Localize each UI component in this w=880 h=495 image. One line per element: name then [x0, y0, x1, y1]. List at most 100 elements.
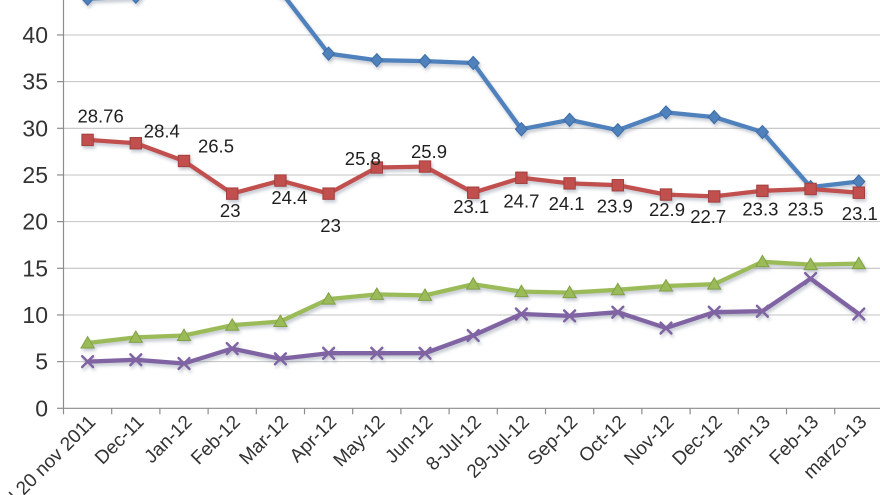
data-label: 25.8	[345, 148, 381, 169]
y-axis-label: 10	[22, 302, 48, 328]
series-green-line	[85, 259, 861, 346]
data-point-x	[177, 356, 191, 371]
data-point-x	[707, 305, 721, 319]
data-point-triangle	[224, 317, 240, 331]
data-point-x	[225, 341, 239, 356]
y-axis-label: 20	[22, 209, 48, 235]
data-point-square	[129, 137, 143, 150]
data-point-x	[466, 328, 480, 343]
x-axis-label: Feb-12	[187, 412, 244, 469]
y-axis-label: 40	[22, 22, 48, 48]
series-purple-line	[85, 276, 861, 366]
x-axis-label: EN 20 nov 2011	[0, 412, 100, 495]
data-label: 23	[220, 200, 241, 221]
data-point-triangle	[128, 329, 144, 343]
data-label: 23.1	[453, 196, 489, 217]
data-label: 23.5	[788, 199, 824, 220]
data-point-x	[755, 304, 770, 318]
data-point-diamond	[82, 0, 93, 6]
data-point-x	[321, 346, 336, 360]
x-axis-labels: EN 20 nov 2011Dec-11Jan-12Feb-12Mar-12Ap…	[0, 412, 871, 495]
data-point-square	[274, 174, 287, 187]
data-point-diamond	[611, 122, 625, 138]
data-point-square	[611, 179, 624, 192]
data-point-triangle	[369, 287, 385, 300]
data-label: 24.7	[503, 190, 539, 211]
data-point-x	[803, 271, 818, 286]
data-point-diamond	[707, 109, 721, 125]
data-label: 22.9	[649, 199, 685, 220]
x-axis-label: May-12	[330, 412, 390, 472]
series-purple	[80, 271, 866, 371]
data-point-diamond	[852, 174, 866, 189]
x-axis-label: Mar-12	[236, 412, 293, 469]
data-point-x	[80, 354, 95, 369]
y-gridlines	[63, 34, 880, 363]
data-point-square	[177, 154, 191, 168]
data-point-diamond	[321, 46, 336, 61]
data-point-diamond	[562, 112, 577, 128]
axes: 0 5 10 15 20 25 30 35 40	[22, 0, 880, 421]
data-point-x	[129, 353, 143, 367]
data-point-triangle	[851, 256, 867, 270]
x-axis-label: Jan-13	[719, 412, 775, 468]
data-point-triangle	[465, 276, 481, 290]
data-point-square	[852, 186, 865, 199]
data-point-triangle	[321, 291, 337, 305]
data-label: 23.3	[742, 198, 778, 219]
series-blue-line	[85, 0, 861, 190]
data-label: 26.5	[198, 136, 234, 157]
data-point-diamond	[466, 55, 480, 71]
data-label: 23.9	[597, 196, 633, 217]
data-label: 28.4	[144, 121, 180, 142]
data-point-square	[563, 177, 576, 190]
data-point-square	[81, 133, 94, 147]
data-point-square	[467, 186, 480, 199]
data-point-square	[515, 171, 528, 184]
data-point-x	[852, 307, 866, 321]
data-point-diamond	[418, 53, 432, 69]
data-point-x	[611, 305, 625, 319]
data-point-square	[804, 182, 817, 196]
data-point-diamond	[132, 0, 140, 5]
data-label: 24.1	[549, 193, 585, 214]
data-point-triangle	[176, 328, 192, 341]
data-point-x	[418, 346, 432, 360]
x-axis-label: Sep-12	[524, 412, 582, 470]
x-axis-label: Jan-12	[141, 412, 197, 468]
data-label: 25.9	[411, 141, 447, 162]
data-point-x	[659, 321, 673, 335]
data-point-x	[562, 309, 577, 323]
y-axis-label: 0	[35, 395, 48, 421]
data-point-x	[370, 346, 384, 360]
data-point-square	[708, 190, 721, 203]
y-axis-label: 30	[22, 115, 48, 141]
data-point-diamond	[755, 124, 770, 140]
y-axis-label: 35	[22, 69, 48, 95]
series-blue	[82, 0, 866, 195]
data-point-triangle	[272, 314, 288, 327]
data-point-triangle	[754, 254, 770, 268]
data-point-diamond	[370, 52, 384, 68]
data-point-triangle	[417, 287, 433, 301]
data-point-x	[273, 352, 288, 366]
y-axis-label: 15	[22, 255, 48, 281]
data-point-triangle	[658, 278, 674, 292]
data-point-triangle	[562, 285, 578, 299]
data-point-square	[322, 187, 335, 200]
x-axis-label: Nov-12	[620, 412, 678, 470]
data-label: 23	[320, 215, 341, 236]
data-point-square	[756, 184, 769, 198]
y-axis-label: 5	[35, 349, 48, 375]
data-point-triangle	[706, 276, 722, 290]
data-point-triangle	[513, 284, 529, 298]
x-axis-label: Dec-12	[669, 412, 727, 470]
data-point-diamond	[514, 121, 529, 137]
data-label: 28.76	[77, 105, 123, 126]
series-red	[81, 133, 865, 203]
data-point-triangle	[803, 257, 819, 271]
x-axis-label: Oct-12	[575, 412, 630, 467]
data-label: 24.4	[271, 187, 307, 208]
data-point-square	[370, 161, 384, 174]
